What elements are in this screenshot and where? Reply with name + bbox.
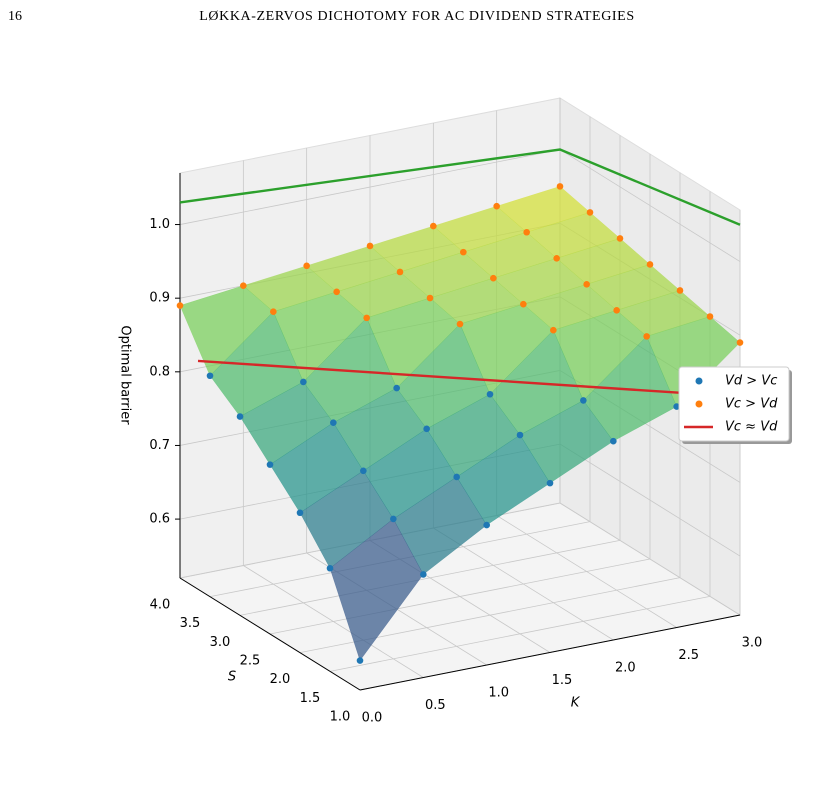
x-tick-label: 3.0 xyxy=(742,636,763,651)
y-axis-label: S xyxy=(228,670,236,685)
x-tick-label: 0.5 xyxy=(425,698,446,713)
data-point xyxy=(330,419,337,426)
data-point xyxy=(240,282,247,289)
x-tick-label: 0.0 xyxy=(362,711,383,726)
x-tick-label: 1.0 xyxy=(488,686,509,701)
z-tick-label: 0.7 xyxy=(149,438,170,453)
data-point xyxy=(366,242,374,250)
data-point xyxy=(486,390,494,398)
data-point xyxy=(706,313,714,320)
grid-line xyxy=(559,443,741,557)
page-number: 16 xyxy=(8,9,22,24)
data-point xyxy=(420,571,427,578)
data-point xyxy=(736,339,744,346)
y-tick-label: 1.5 xyxy=(300,691,321,706)
grid-line xyxy=(559,149,741,262)
data-point xyxy=(296,509,304,517)
x-axis-label: K xyxy=(571,696,581,711)
data-point xyxy=(456,320,464,328)
z-tick-label: 0.9 xyxy=(149,291,170,306)
y-tick-label: 3.0 xyxy=(210,635,231,650)
data-point xyxy=(300,378,307,386)
data-point xyxy=(556,183,564,190)
y-axis-line xyxy=(179,577,361,691)
data-point xyxy=(303,262,310,270)
data-point xyxy=(390,515,397,523)
data-point xyxy=(646,261,654,268)
data-point xyxy=(426,294,434,302)
legend-box xyxy=(678,366,790,442)
y-tick-label: 2.5 xyxy=(240,654,261,669)
y-tick-label: 4.0 xyxy=(150,598,171,613)
data-point xyxy=(236,413,244,420)
legend-label: Vc ≈ Vd xyxy=(725,420,778,435)
legend-marker xyxy=(695,377,703,385)
data-point xyxy=(613,307,620,314)
data-point xyxy=(360,467,367,475)
grid-line xyxy=(179,149,561,225)
data-point xyxy=(326,564,334,572)
x-axis-line xyxy=(359,614,741,691)
legend-marker xyxy=(695,400,703,408)
z-tick-label: 1.0 xyxy=(149,217,170,232)
data-point xyxy=(490,274,497,282)
data-point xyxy=(430,222,437,230)
data-point xyxy=(453,473,460,481)
z-tick-label: 0.8 xyxy=(149,364,170,379)
line-series xyxy=(197,359,703,396)
data-point xyxy=(546,479,554,487)
data-point xyxy=(460,248,467,256)
data-point xyxy=(676,287,684,294)
legend-label: Vd > Vc xyxy=(725,374,777,389)
data-point xyxy=(610,437,617,445)
line-series xyxy=(179,148,741,226)
data-point xyxy=(643,333,650,340)
data-point xyxy=(176,302,184,309)
data-point xyxy=(553,254,560,262)
data-point xyxy=(580,397,587,404)
data-point xyxy=(520,300,527,308)
data-point xyxy=(673,403,680,410)
x-tick-label: 2.0 xyxy=(615,661,636,676)
z-tick-label: 0.6 xyxy=(149,512,170,527)
data-point xyxy=(356,657,364,664)
data-point xyxy=(396,268,404,276)
data-point xyxy=(270,308,277,316)
running-title: LØKKA-ZERVOS DICHOTOMY FOR AC DIVIDEND S… xyxy=(199,9,634,24)
data-point xyxy=(493,202,500,210)
chart: 0.0 0.5 1.0 1.5 2.0 2.5 3.0 1.0 1.5 2.0 2.5 3.0 3.5 4… xyxy=(118,97,792,726)
data-point xyxy=(616,235,624,242)
z-axis-label: Optimal barrier xyxy=(118,325,133,425)
y-tick-label: 3.5 xyxy=(180,616,201,631)
data-point xyxy=(523,228,530,236)
grid-line xyxy=(329,595,711,672)
grid-line xyxy=(269,558,651,635)
grid-line xyxy=(239,539,621,616)
y-tick-label: 1.0 xyxy=(330,710,351,725)
data-point xyxy=(333,288,340,296)
data-point xyxy=(483,521,490,529)
x-tick-label: 2.5 xyxy=(678,648,699,663)
data-point xyxy=(516,431,524,439)
data-point xyxy=(423,425,430,433)
y-tick-label: 2.0 xyxy=(270,672,291,687)
data-point xyxy=(393,384,400,392)
data-point xyxy=(266,461,274,468)
data-point xyxy=(206,372,214,380)
legend-label: Vc > Vd xyxy=(725,397,778,412)
data-point xyxy=(363,314,370,322)
x-tick-label: 1.5 xyxy=(552,673,573,688)
data-point xyxy=(550,326,557,334)
data-point xyxy=(586,209,594,216)
data-point xyxy=(583,281,590,288)
